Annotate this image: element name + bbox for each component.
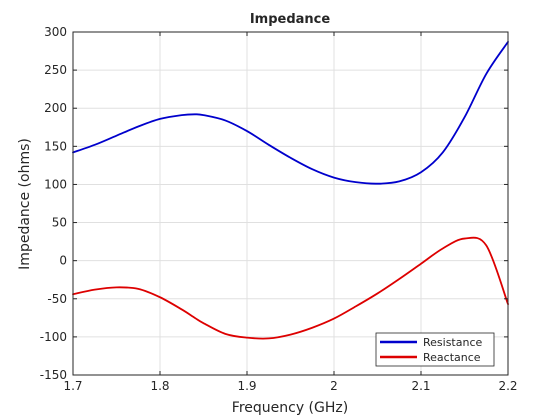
y-tick-label: 200 (44, 101, 67, 115)
plot-area-frame (72, 31, 509, 376)
chart-title: Impedance (250, 12, 331, 27)
x-tick-label: 2.1 (411, 379, 430, 393)
y-tick-label: -50 (47, 292, 67, 306)
y-tick-label: 250 (44, 63, 67, 77)
y-axis-label: Impedance (ohms) (17, 138, 33, 270)
x-tick-label: 2 (330, 379, 338, 393)
axis-ticks (72, 31, 509, 376)
legend-label-reactance: Reactance (423, 351, 481, 364)
legend-label-resistance: Resistance (423, 336, 483, 349)
x-axis-label: Frequency (GHz) (232, 400, 348, 416)
x-tick-label: 2.2 (498, 379, 517, 393)
series-line-reactance (72, 236, 509, 340)
grid-lines (72, 31, 509, 376)
x-tick-label: 1.9 (237, 379, 256, 393)
y-tick-label: -150 (40, 368, 67, 382)
x-tick-label: 1.7 (63, 379, 82, 393)
y-tick-label: 50 (52, 216, 67, 230)
y-tick-label: 300 (44, 25, 67, 39)
y-tick-label: 100 (44, 177, 67, 191)
y-tick-label: 0 (59, 254, 67, 268)
axis-tick-labels: 1.7 1.8 1.9 2 2.1 2.2 300 250 200 150 100 50 0 -50 -10… (40, 25, 518, 393)
series-lines (72, 41, 509, 340)
legend: Resistance Reactance (375, 332, 495, 367)
x-tick-label: 1.8 (150, 379, 169, 393)
series-line-resistance (72, 41, 509, 185)
y-tick-label: 150 (44, 139, 67, 153)
y-tick-label: -100 (40, 330, 67, 344)
legend-box (375, 332, 495, 367)
